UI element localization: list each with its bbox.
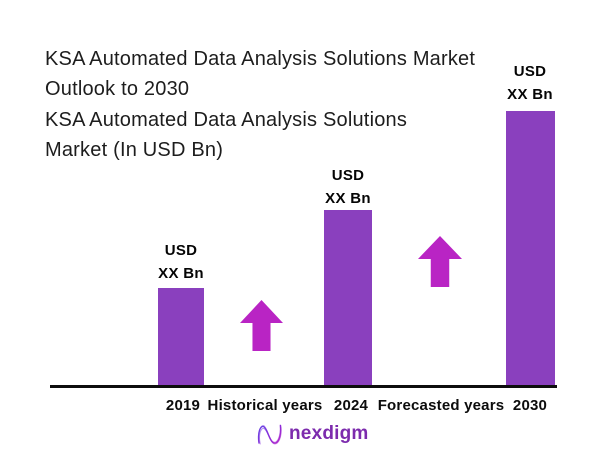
bar-2019 bbox=[158, 288, 204, 386]
bar-2024 bbox=[324, 210, 372, 386]
chart-subtitle: KSA Automated Data Analysis Solutions Ma… bbox=[45, 105, 485, 165]
bar-value-label-2019: USD XX Bn bbox=[139, 239, 223, 285]
bar-value-label-2030: USD XX Bn bbox=[488, 60, 572, 106]
chart-title-line2: Outlook to 2030 bbox=[45, 78, 190, 100]
growth-arrow-icon-historical bbox=[240, 300, 283, 351]
chart-subtitle-line1: KSA Automated Data Analysis Solutions bbox=[45, 109, 408, 131]
brand-logo-wordmark: nexdigm bbox=[289, 423, 369, 444]
bar-value-label-2024-amount: XX Bn bbox=[325, 190, 371, 207]
bar-value-label-2030-amount: XX Bn bbox=[507, 86, 553, 103]
bar-value-label-2024: USD XX Bn bbox=[306, 164, 390, 210]
bar-2030 bbox=[506, 111, 555, 386]
chart-subtitle-line2: Market (In USD Bn) bbox=[45, 139, 224, 161]
brand-logo: nexdigm bbox=[256, 422, 369, 446]
x-annotation-forecasted-years: Forecasted years bbox=[377, 397, 505, 414]
bar-value-label-2024-currency: USD bbox=[331, 167, 365, 184]
bar-value-label-2030-currency: USD bbox=[513, 63, 547, 80]
bar-value-label-2019-currency: USD bbox=[164, 242, 198, 259]
x-axis-line bbox=[50, 385, 557, 388]
growth-arrow-icon-forecast bbox=[418, 236, 462, 287]
x-annotation-historical-years: Historical years bbox=[207, 397, 323, 414]
x-tick-2024: 2024 bbox=[333, 397, 369, 414]
bar-value-label-2019-amount: XX Bn bbox=[158, 265, 204, 282]
nexdigm-logo-icon bbox=[256, 422, 283, 446]
x-tick-2030: 2030 bbox=[512, 397, 548, 414]
x-tick-2019: 2019 bbox=[165, 397, 201, 414]
chart-title: KSA Automated Data Analysis Solutions Ma… bbox=[45, 44, 545, 104]
chart-title-line1: KSA Automated Data Analysis Solutions Ma… bbox=[45, 48, 476, 70]
